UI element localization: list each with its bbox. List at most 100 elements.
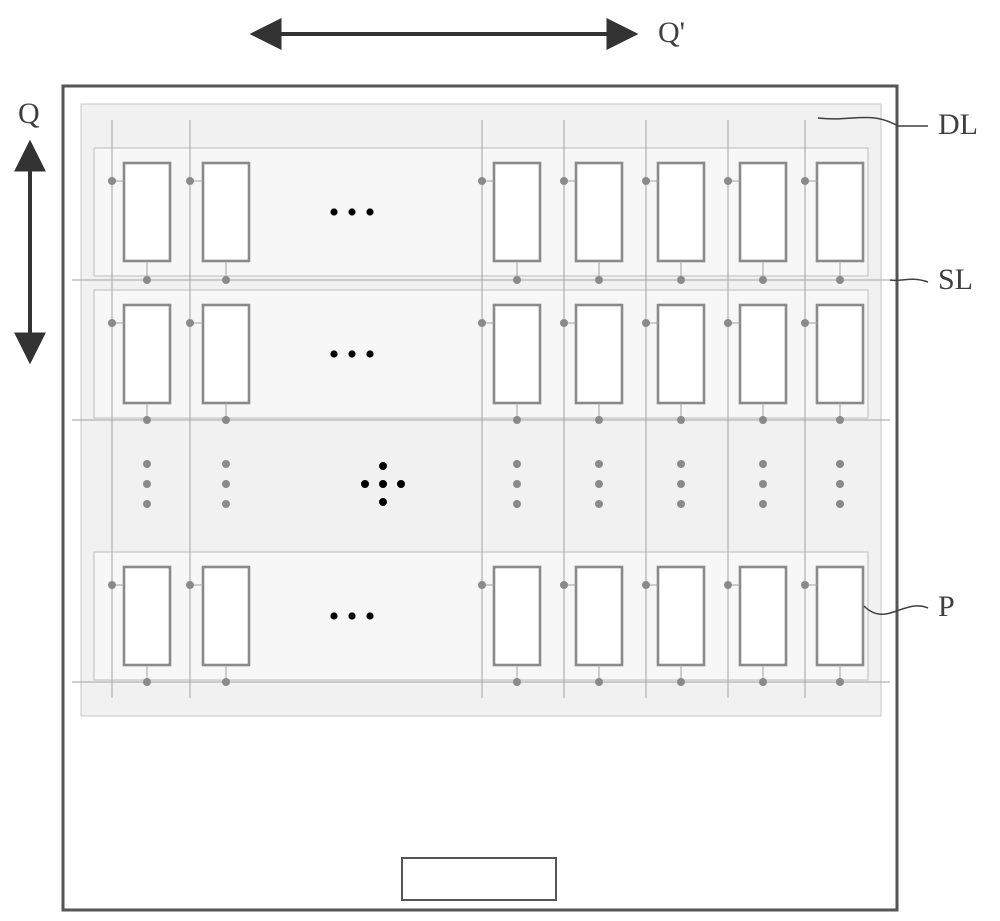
col-ellipsis-c2-2	[513, 500, 521, 508]
node-top-r2-c3	[560, 581, 568, 589]
col-ellipsis-c0-1	[143, 480, 151, 488]
pixel-cell-r1-c0	[124, 305, 170, 403]
col-ellipsis-c3-2	[595, 500, 603, 508]
node-bot-r2-c1	[222, 678, 230, 686]
col-ellipsis-c0-0	[143, 460, 151, 468]
node-bot-r2-c0	[143, 678, 151, 686]
node-bot-r2-c4	[677, 678, 685, 686]
node-top-r2-c1	[186, 581, 194, 589]
pixel-cell-r2-c5	[740, 567, 786, 665]
node-bot-r0-c4	[677, 276, 685, 284]
node-bot-r0-c5	[759, 276, 767, 284]
col-ellipsis-c1-0	[222, 460, 230, 468]
row-ellipsis-r0-2	[366, 208, 373, 215]
label-p: P	[938, 590, 955, 623]
center-cross-dot-2	[397, 480, 405, 488]
pixel-cell-r2-c1	[203, 567, 249, 665]
node-top-r1-c4	[642, 319, 650, 327]
center-cross-dot-4	[379, 498, 387, 506]
col-ellipsis-c5-1	[759, 480, 767, 488]
node-top-r0-c1	[186, 177, 194, 185]
col-ellipsis-c4-2	[677, 500, 685, 508]
node-bot-r0-c2	[513, 276, 521, 284]
node-bot-r1-c4	[677, 416, 685, 424]
node-top-r0-c0	[108, 177, 116, 185]
pixel-cell-r0-c0	[124, 163, 170, 261]
node-top-r1-c3	[560, 319, 568, 327]
node-top-r2-c5	[724, 581, 732, 589]
node-top-r0-c2	[478, 177, 486, 185]
col-ellipsis-c2-1	[513, 480, 521, 488]
diagram: Q Q' DL SL P	[0, 0, 1000, 921]
node-top-r2-c0	[108, 581, 116, 589]
row-ellipsis-r2-0	[330, 612, 337, 619]
pixel-cell-r2-c6	[817, 567, 863, 665]
col-ellipsis-c6-0	[836, 460, 844, 468]
row-ellipsis-r0-0	[330, 208, 337, 215]
label-q: Q	[18, 97, 40, 130]
row-ellipsis-r0-1	[348, 208, 355, 215]
pixel-cell-r1-c5	[740, 305, 786, 403]
node-bot-r0-c6	[836, 276, 844, 284]
label-dl: DL	[938, 108, 978, 141]
pixel-cell-r0-c1	[203, 163, 249, 261]
pixel-cell-r1-c4	[658, 305, 704, 403]
pixel-cell-r1-c1	[203, 305, 249, 403]
node-bot-r0-c3	[595, 276, 603, 284]
node-top-r1-c6	[801, 319, 809, 327]
col-ellipsis-c6-1	[836, 480, 844, 488]
node-top-r1-c5	[724, 319, 732, 327]
node-top-r0-c3	[560, 177, 568, 185]
node-top-r0-c4	[642, 177, 650, 185]
row-ellipsis-r1-2	[366, 350, 373, 357]
col-ellipsis-c6-2	[836, 500, 844, 508]
node-bot-r1-c0	[143, 416, 151, 424]
col-ellipsis-c4-0	[677, 460, 685, 468]
pixel-cell-r0-c6	[817, 163, 863, 261]
center-cross-dot-1	[361, 480, 369, 488]
node-top-r2-c6	[801, 581, 809, 589]
col-ellipsis-c3-1	[595, 480, 603, 488]
pixel-cell-r2-c0	[124, 567, 170, 665]
node-top-r0-c5	[724, 177, 732, 185]
node-top-r1-c2	[478, 319, 486, 327]
node-bot-r2-c6	[836, 678, 844, 686]
label-sl: SL	[938, 263, 973, 296]
pixel-cell-r2-c3	[576, 567, 622, 665]
col-ellipsis-c0-2	[143, 500, 151, 508]
col-ellipsis-c1-2	[222, 500, 230, 508]
node-bot-r2-c2	[513, 678, 521, 686]
col-ellipsis-c4-1	[677, 480, 685, 488]
col-ellipsis-c2-0	[513, 460, 521, 468]
center-cross-dot-0	[379, 480, 387, 488]
node-bot-r0-c0	[143, 276, 151, 284]
node-top-r1-c0	[108, 319, 116, 327]
pixel-cell-r1-c2	[494, 305, 540, 403]
pixel-cell-r1-c6	[817, 305, 863, 403]
pixel-cell-r0-c3	[576, 163, 622, 261]
pixel-cell-r2-c4	[658, 567, 704, 665]
node-top-r1-c1	[186, 319, 194, 327]
node-bot-r0-c1	[222, 276, 230, 284]
col-ellipsis-c5-2	[759, 500, 767, 508]
node-bot-r1-c3	[595, 416, 603, 424]
node-bot-r1-c5	[759, 416, 767, 424]
label-qprime: Q'	[658, 16, 685, 49]
pixel-cell-r2-c2	[494, 567, 540, 665]
node-bot-r2-c3	[595, 678, 603, 686]
node-bot-r2-c5	[759, 678, 767, 686]
pixel-cell-r0-c5	[740, 163, 786, 261]
node-bot-r1-c1	[222, 416, 230, 424]
node-bot-r1-c6	[836, 416, 844, 424]
col-ellipsis-c3-0	[595, 460, 603, 468]
row-ellipsis-r1-0	[330, 350, 337, 357]
pixel-cell-r0-c4	[658, 163, 704, 261]
row-ellipsis-r2-2	[366, 612, 373, 619]
node-top-r2-c4	[642, 581, 650, 589]
node-top-r2-c2	[478, 581, 486, 589]
center-cross-dot-3	[379, 462, 387, 470]
row-ellipsis-r2-1	[348, 612, 355, 619]
col-ellipsis-c1-1	[222, 480, 230, 488]
row-ellipsis-r1-1	[348, 350, 355, 357]
node-bot-r1-c2	[513, 416, 521, 424]
